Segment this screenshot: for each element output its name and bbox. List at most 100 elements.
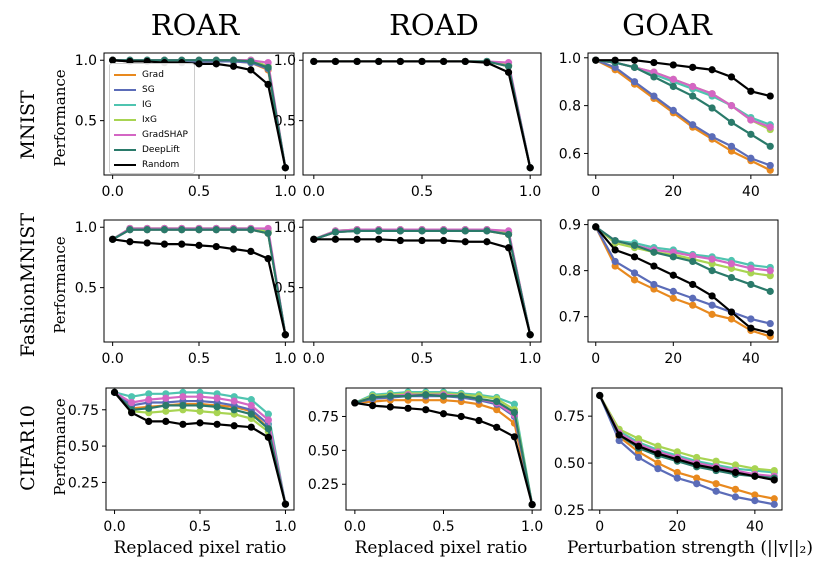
- data-point-sg-mnist-goar-3: [650, 92, 658, 100]
- data-point-random-mnist-roar-9: [264, 80, 272, 89]
- data-point-gradshap-cifar10-roar-9: [264, 416, 272, 424]
- data-point-random-cifar10-goar-4: [673, 455, 681, 463]
- data-point-random-cifar10-road-10: [528, 500, 536, 509]
- data-point-random-mnist-road-8: [483, 59, 491, 67]
- data-point-random-mnist-road-7: [461, 57, 469, 66]
- x-tick-label-cifar10-roar-2: 1.0: [274, 519, 296, 535]
- data-point-sg-mnist-goar-2: [630, 78, 639, 86]
- data-point-random-fashionmnist-roar-1: [126, 238, 134, 246]
- data-point-random-cifar10-goar-6: [712, 465, 720, 473]
- series-line-sg-mnist-goar: [595, 59, 771, 167]
- legend-item-sg: SG: [114, 82, 190, 97]
- x-tick-label-cifar10-goar-0: 0: [595, 519, 604, 535]
- data-point-random-fashionmnist-goar-2: [630, 253, 639, 261]
- data-point-random-cifar10-goar-9: [770, 476, 778, 484]
- data-point-random-mnist-roar-5: [195, 60, 203, 68]
- data-point-sg-cifar10-goar-1: [615, 436, 623, 445]
- data-point-random-mnist-road-5: [418, 57, 426, 66]
- x-tick-label-fashionmnist-goar-2: 40: [742, 351, 760, 367]
- data-point-sg-fashionmnist-goar-3: [650, 280, 658, 289]
- y-tick-label-mnist-road-1: 1.0: [274, 53, 296, 69]
- data-point-random-fashionmnist-road-9: [504, 244, 513, 252]
- data-point-random-fashionmnist-road-8: [483, 238, 491, 246]
- data-point-random-cifar10-road-4: [422, 406, 430, 414]
- y-tick-label-fashionmnist-roar-0: 0.5: [75, 281, 97, 297]
- legend-swatch-gradshap: [114, 133, 136, 136]
- data-point-sg-cifar10-goar-6: [712, 487, 720, 495]
- data-point-deeplift-cifar10-roar-5: [196, 401, 204, 410]
- data-point-gradshap-cifar10-roar-3: [162, 394, 170, 402]
- y-tick-label-cifar10-road-1: 0.50: [308, 443, 339, 459]
- data-point-deeplift-cifar10-road-8: [493, 397, 501, 406]
- series-line-sg-cifar10-goar: [598, 395, 775, 506]
- data-point-sg-fashionmnist-goar-1: [611, 257, 619, 266]
- y-tick-label-fashionmnist-goar-0: 0.7: [559, 310, 581, 326]
- legend-item-deeplift: DeepLift: [114, 142, 190, 157]
- data-point-deeplift-fashionmnist-goar-5: [689, 257, 697, 266]
- x-tick-label-mnist-roar-2: 1.0: [274, 184, 296, 200]
- column-title-goar: GOAR: [622, 8, 712, 42]
- data-point-deeplift-cifar10-roar-3: [162, 401, 170, 410]
- series-line-ixg-fashionmnist-goar: [595, 226, 771, 277]
- data-point-sg-cifar10-goar-8: [751, 497, 759, 505]
- legend-item-random: Random: [114, 157, 190, 172]
- data-point-deeplift-cifar10-roar-2: [145, 404, 153, 412]
- data-point-random-mnist-goar-7: [727, 73, 736, 81]
- data-point-grad-cifar10-goar-4: [673, 468, 681, 477]
- y-tick-label-cifar10-goar-0: 0.25: [554, 503, 585, 519]
- y-tick-label-cifar10-goar-2: 0.75: [554, 409, 585, 425]
- series-line-deeplift-mnist-goar: [595, 59, 771, 148]
- data-point-ig-cifar10-roar-9: [264, 410, 272, 418]
- data-point-ig-cifar10-road-9: [510, 400, 519, 408]
- data-point-gradshap-mnist-goar-9: [766, 123, 774, 131]
- y-tick-label-fashionmnist-roar-1: 1.0: [75, 220, 97, 236]
- x-tick-label-mnist-goar-2: 40: [742, 184, 760, 200]
- data-point-grad-cifar10-goar-9: [770, 495, 778, 503]
- data-point-random-cifar10-goar-3: [654, 450, 662, 458]
- data-point-gradshap-cifar10-roar-8: [247, 401, 255, 410]
- data-point-gradshap-mnist-goar-5: [689, 82, 697, 91]
- data-point-ixg-cifar10-goar-3: [654, 442, 662, 450]
- x-tick-label-cifar10-road-0: 0.0: [344, 519, 366, 535]
- data-point-sg-mnist-goar-8: [747, 154, 755, 162]
- data-point-gradshap-cifar10-roar-2: [145, 396, 153, 404]
- y-tick-label-cifar10-roar-2: 0.75: [68, 403, 99, 419]
- x-axis-label-goar: Perturbation strength (||v||₂): [567, 538, 813, 558]
- data-point-sg-mnist-goar-9: [766, 161, 774, 170]
- data-point-ixg-cifar10-roar-5: [196, 407, 204, 415]
- data-point-grad-fashionmnist-goar-6: [708, 310, 716, 318]
- data-point-deeplift-mnist-goar-9: [766, 142, 774, 150]
- data-point-random-fashionmnist-goar-9: [766, 329, 774, 337]
- data-point-deeplift-mnist-goar-8: [747, 130, 755, 138]
- data-point-random-mnist-road-9: [504, 68, 513, 76]
- data-point-random-fashionmnist-roar-7: [229, 245, 238, 253]
- data-point-deeplift-cifar10-road-7: [475, 395, 483, 403]
- data-point-ig-cifar10-roar-2: [145, 390, 153, 398]
- data-point-sg-mnist-goar-7: [727, 142, 736, 150]
- data-point-deeplift-fashionmnist-road-2: [353, 227, 361, 235]
- series-line-gradshap-cifar10-goar: [598, 395, 775, 478]
- x-tick-label-cifar10-roar-1: 0.5: [189, 519, 211, 535]
- data-point-sg-cifar10-goar-3: [654, 465, 662, 473]
- data-point-random-mnist-road-6: [440, 57, 448, 66]
- x-tick-label-mnist-road-1: 0.5: [411, 184, 433, 200]
- data-point-deeplift-cifar10-road-5: [439, 392, 448, 400]
- data-point-random-mnist-road-4: [396, 57, 404, 66]
- data-point-sg-mnist-goar-5: [689, 121, 697, 129]
- y-tick-label-fashionmnist-goar-1: 0.8: [559, 264, 581, 280]
- x-tick-label-fashionmnist-goar-0: 0: [591, 351, 600, 367]
- column-title-roar: ROAR: [150, 8, 240, 42]
- data-point-sg-cifar10-goar-2: [634, 453, 643, 462]
- data-point-random-cifar10-roar-8: [247, 423, 255, 431]
- data-point-random-fashionmnist-goar-1: [611, 246, 619, 254]
- y-tick-label-mnist-goar-1: 0.8: [559, 99, 581, 115]
- data-point-deeplift-fashionmnist-roar-3: [160, 226, 169, 234]
- data-point-random-mnist-road-0: [310, 57, 318, 66]
- series-line-sg-fashionmnist-goar: [594, 226, 771, 325]
- data-point-ixg-cifar10-goar-4: [673, 448, 681, 456]
- data-point-random-mnist-goar-8: [747, 87, 755, 95]
- data-point-sg-cifar10-goar-5: [693, 480, 701, 488]
- legend-swatch-ixg: [114, 118, 136, 121]
- data-point-random-cifar10-road-5: [439, 410, 448, 418]
- data-point-ixg-cifar10-goar-9: [770, 466, 778, 475]
